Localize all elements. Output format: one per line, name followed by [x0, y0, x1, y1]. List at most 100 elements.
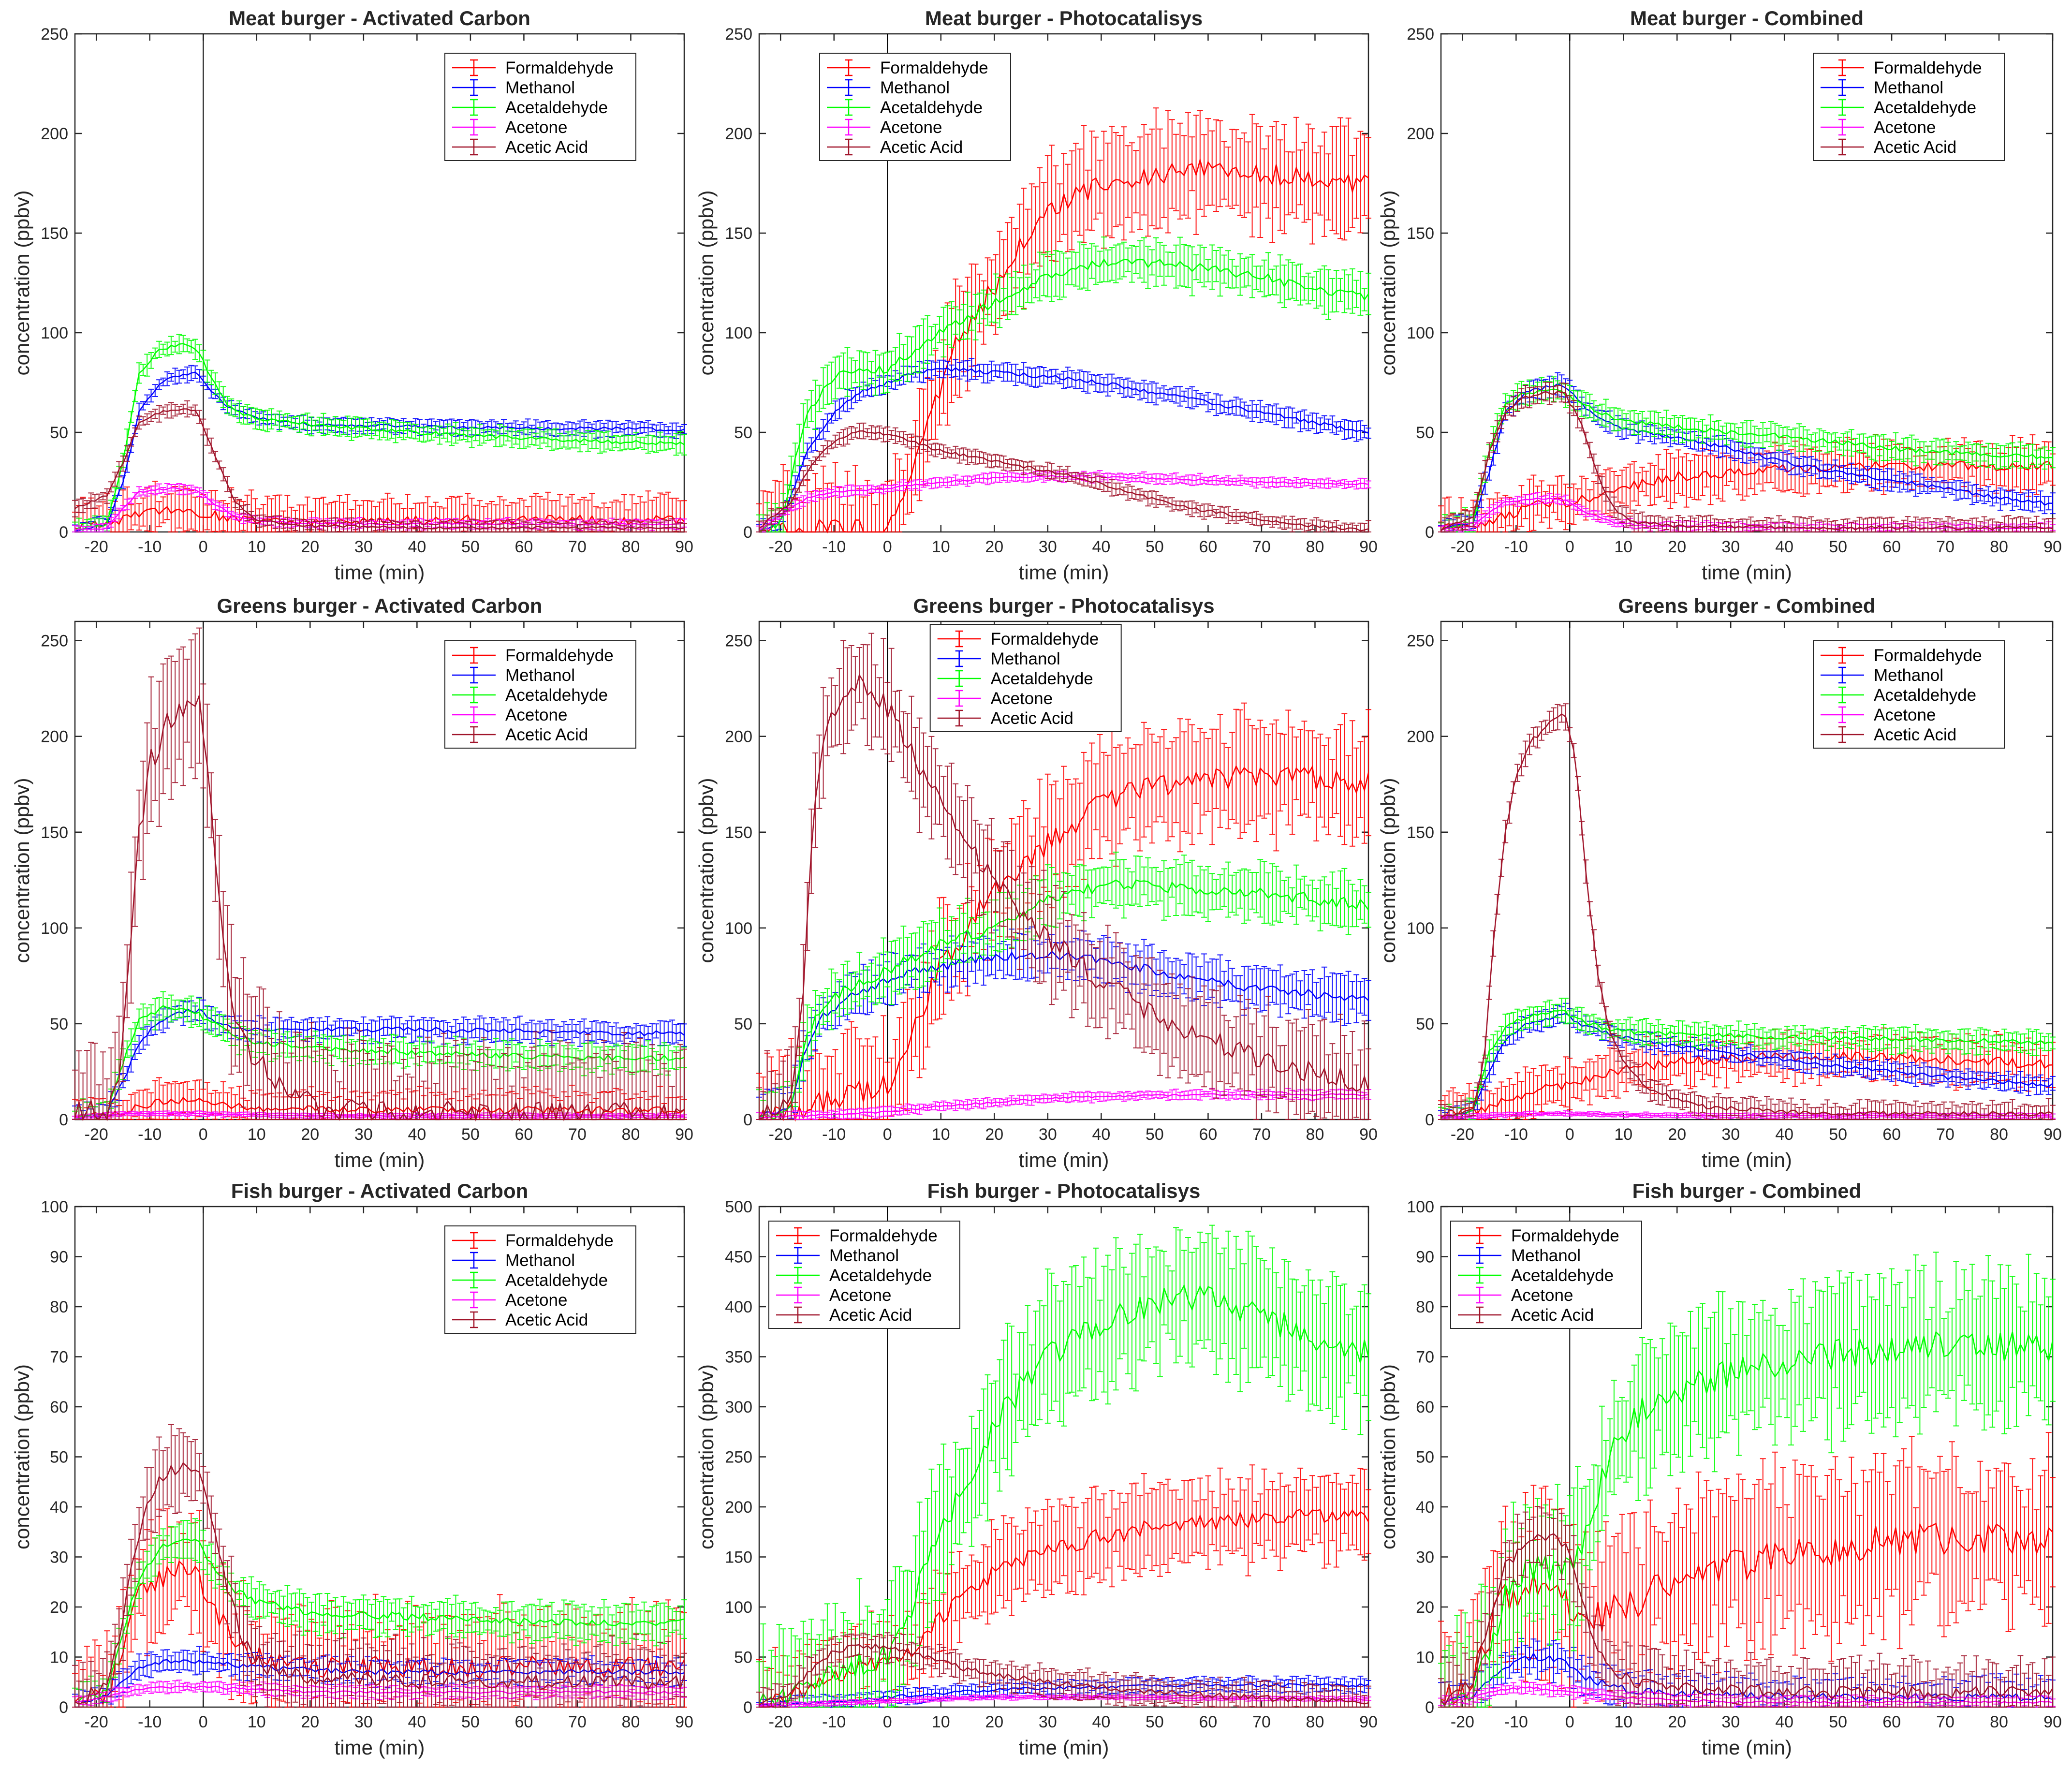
legend-label: Formaldehyde	[1874, 646, 1982, 665]
x-tick-label: 10	[932, 1713, 950, 1731]
y-tick-label: 0	[59, 523, 68, 542]
y-tick-label: 100	[41, 1198, 68, 1216]
y-axis-label: concentration (ppbv)	[1377, 778, 1399, 963]
legend-label: Acetone	[1511, 1286, 1573, 1305]
legend-entry: Acetic Acid	[452, 1311, 588, 1329]
legend-entry: Methanol	[937, 649, 1060, 668]
y-tick-label: 40	[1416, 1498, 1434, 1517]
y-tick-label: 40	[50, 1498, 68, 1517]
legend-label: Acetone	[991, 689, 1053, 708]
legend-entry: Acetic Acid	[776, 1306, 912, 1325]
y-tick-label: 30	[1416, 1548, 1434, 1567]
legend-entry: Acetic Acid	[1821, 725, 1956, 744]
series-line	[74, 695, 685, 1122]
legend-entry: Acetic Acid	[937, 709, 1073, 728]
legend-entry: Acetone	[937, 689, 1053, 708]
x-tick-label: 10	[1614, 1713, 1632, 1731]
x-tick-label: 80	[1306, 1713, 1324, 1731]
legend-label: Methanol	[1511, 1246, 1581, 1265]
x-tick-label: -10	[1504, 538, 1528, 556]
x-axis-label: time (min)	[335, 1736, 425, 1759]
series-line	[1440, 713, 2053, 1119]
legend-entry: Acetaldehyde	[937, 669, 1093, 688]
y-axis-label: concentration (ppbv)	[1377, 1364, 1399, 1549]
chart-panel: Meat burger - Combined050100150200250-20…	[1377, 7, 2062, 584]
x-axis-label: time (min)	[1019, 1736, 1109, 1759]
legend: FormaldehydeMethanolAcetaldehydeAcetoneA…	[768, 1221, 960, 1329]
x-tick-label: -10	[138, 1125, 162, 1144]
series-line	[759, 1093, 1369, 1119]
x-tick-label: 40	[408, 1125, 426, 1144]
chart-panel: Fish burger - Activated Carbon 0 10 20 30 40 5…	[11, 1179, 693, 1759]
legend-entry: Acetaldehyde	[1821, 686, 1976, 705]
legend-entry: Acetone	[452, 118, 567, 137]
legend-entry: Acetaldehyde	[452, 686, 608, 705]
legend-entry: Formaldehyde	[452, 59, 614, 77]
legend-entry: Methanol	[452, 1251, 575, 1270]
x-axis-label: time (min)	[1019, 561, 1109, 584]
legend-label: Acetaldehyde	[1511, 1266, 1614, 1285]
series-line	[759, 1696, 1369, 1707]
y-tick-label: 200	[725, 125, 752, 143]
series-acetaldehyde	[756, 236, 1371, 532]
y-tick-label: 100	[1407, 324, 1434, 342]
series-acetic-acid	[756, 1632, 1371, 1708]
x-tick-label: 70	[1936, 538, 1954, 556]
x-tick-label: 50	[461, 1713, 480, 1731]
x-tick-label: 10	[932, 1125, 950, 1144]
x-axis-label: time (min)	[1702, 1736, 1792, 1759]
series-acetic-acid	[756, 422, 1371, 532]
y-tick-label: 0	[59, 1698, 68, 1717]
y-tick-label: 70	[50, 1348, 68, 1367]
legend-label: Methanol	[991, 649, 1060, 668]
y-tick-label: 350	[725, 1348, 752, 1367]
x-tick-label: 10	[1614, 1125, 1632, 1144]
y-tick-label: 200	[1407, 125, 1434, 143]
chart-title: Greens burger - Activated Carbon	[217, 594, 543, 617]
x-tick-label: 0	[883, 538, 892, 556]
y-axis-label: concentration (ppbv)	[695, 191, 718, 376]
x-tick-label: 10	[248, 1713, 266, 1731]
y-axis-label: concentration (ppbv)	[695, 778, 718, 963]
series-line	[758, 1283, 1369, 1709]
x-tick-label: 50	[1146, 1125, 1164, 1144]
series-line	[759, 1643, 1369, 1706]
legend-label: Acetone	[505, 118, 567, 137]
y-tick-label: 200	[725, 728, 752, 746]
y-tick-label: 0	[1425, 1698, 1434, 1717]
legend-label: Acetone	[1874, 118, 1936, 137]
y-tick-label: 50	[734, 1649, 752, 1667]
y-tick-label: 100	[41, 919, 68, 938]
y-tick-label: 70	[1416, 1348, 1434, 1367]
y-tick-label: 80	[50, 1298, 68, 1316]
legend-entry: Formaldehyde	[1458, 1226, 1619, 1245]
x-tick-label: 40	[1775, 1125, 1793, 1144]
x-tick-label: -10	[822, 538, 846, 556]
legend: FormaldehydeMethanolAcetaldehydeAcetoneA…	[819, 53, 1011, 161]
y-axis-label: concentration (ppbv)	[11, 191, 33, 376]
chart-panel: Greens burger - Combined050100150200250-…	[1377, 594, 2062, 1171]
legend-label: Methanol	[505, 1251, 575, 1270]
legend-label: Methanol	[505, 666, 575, 685]
x-axis-label: time (min)	[335, 1149, 425, 1171]
x-tick-label: 40	[1775, 538, 1793, 556]
chart-panel: Meat burger - Activated Carbon0501001502…	[11, 7, 693, 584]
series-line	[1440, 383, 2053, 531]
x-tick-label: 60	[1882, 1125, 1901, 1144]
series-acetic-acid	[756, 633, 1371, 1120]
chart-title: Greens burger - Photocatalisys	[913, 594, 1214, 617]
y-tick-label: 0	[59, 1111, 68, 1129]
legend-label: Acetaldehyde	[1874, 686, 1976, 705]
legend-label: Acetaldehyde	[880, 98, 983, 117]
legend-label: Acetone	[505, 706, 567, 724]
y-tick-label: 150	[41, 824, 68, 842]
chart-title: Greens burger - Combined	[1618, 594, 1875, 617]
legend-label: Formaldehyde	[505, 59, 614, 77]
x-tick-label: 90	[2043, 538, 2062, 556]
y-tick-label: 100	[1407, 919, 1434, 938]
y-tick-label: 250	[1407, 632, 1434, 650]
x-tick-label: 50	[461, 538, 480, 556]
x-tick-label: 0	[1565, 1125, 1574, 1144]
x-tick-label: 20	[985, 1713, 1003, 1731]
legend-label: Methanol	[829, 1246, 899, 1265]
